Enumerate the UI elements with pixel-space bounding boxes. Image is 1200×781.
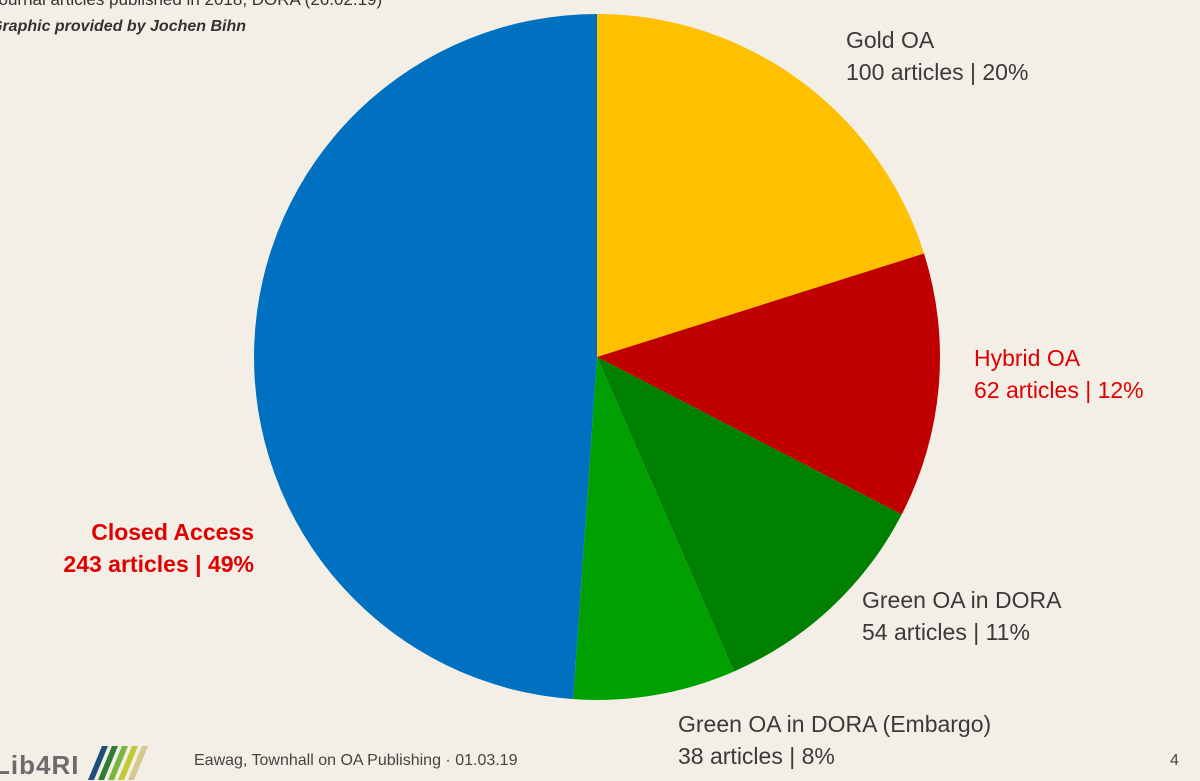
- slice-label-value: 100 articles | 20%: [846, 59, 1029, 85]
- page-number: 4: [1170, 752, 1179, 769]
- slice-label-name: Closed Access: [91, 519, 254, 545]
- pie-slice-gold-oa: [597, 14, 925, 357]
- logo-mark-icon: [88, 746, 148, 780]
- slice-label-value: 38 articles | 8%: [678, 743, 835, 769]
- slice-label-value: 54 articles | 11%: [862, 619, 1030, 645]
- slice-label-green-oa-embargo: Green OA in DORA (Embargo) 38 articles |…: [678, 708, 991, 772]
- lib4ri-logo: Lib4RI: [0, 740, 164, 780]
- slice-label-hybrid-oa: Hybrid OA 62 articles | 12%: [974, 342, 1144, 406]
- slice-label-name: Gold OA: [846, 27, 935, 53]
- slice-label-value: 62 articles | 12%: [974, 377, 1144, 403]
- slice-label-green-oa: Green OA in DORA 54 articles | 11%: [862, 584, 1061, 648]
- pie-slice-hybrid-oa: [597, 253, 941, 515]
- chart-caption-credit: Graphic provided by Jochen Bihn: [0, 18, 247, 35]
- slice-label-gold-oa: Gold OA 100 articles | 20%: [846, 24, 1028, 88]
- pie-slice-green-oa-in-dora: [597, 357, 902, 672]
- slice-label-name: Green OA in DORA (Embargo): [678, 711, 992, 737]
- footer-text: Eawag, Townhall on OA Publishing · 01.03…: [194, 752, 518, 769]
- slice-label-value: 243 articles | 49%: [63, 551, 254, 577]
- slice-label-name: Green OA in DORA: [862, 587, 1062, 613]
- pie-slice-closed-access: [254, 14, 597, 700]
- chart-caption-source: Journal articles published in 2018, DORA…: [0, 0, 382, 10]
- pie-slice-green-oa-in-dora-embargo: [573, 357, 734, 700]
- slice-label-closed-access: Closed Access 243 articles | 49%: [0, 516, 254, 580]
- slice-label-name: Hybrid OA: [974, 345, 1081, 371]
